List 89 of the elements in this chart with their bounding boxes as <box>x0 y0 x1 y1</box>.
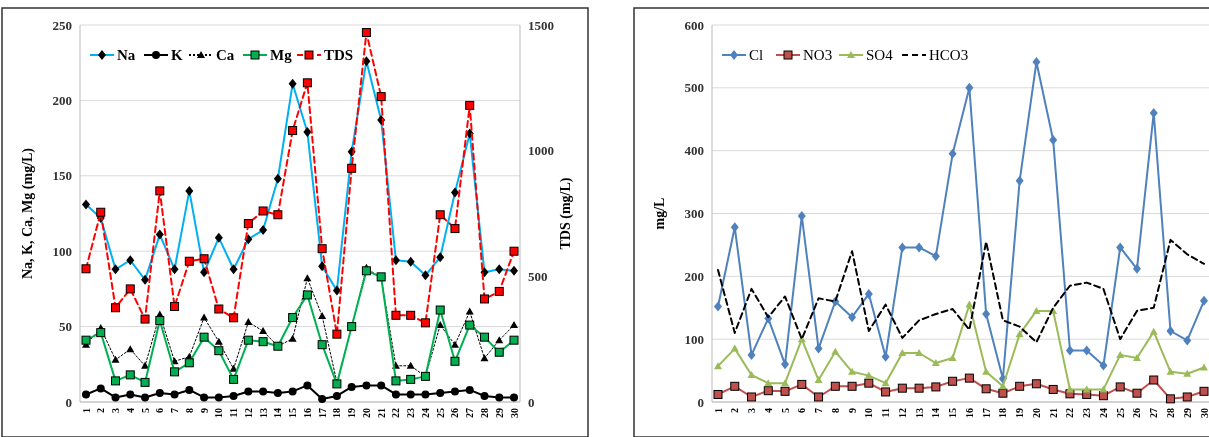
legend-label: Mg <box>270 47 293 64</box>
x-tick-label: 18 <box>997 408 1009 418</box>
x-tick-label: 15 <box>287 408 299 418</box>
x-tick-label: 2 <box>95 408 107 413</box>
x-tick-label: 16 <box>963 408 975 418</box>
y-tick-label: 200 <box>52 92 72 108</box>
x-tick-label: 13 <box>257 408 269 418</box>
x-tick-label: 18 <box>331 408 343 418</box>
y-tick-label: 0 <box>697 394 704 410</box>
legend-label: Na <box>117 47 136 64</box>
x-tick-label: 10 <box>863 408 875 418</box>
x-tick-label: 22 <box>390 408 402 418</box>
x-tick-label: 1 <box>712 408 724 413</box>
x-tick-label: 14 <box>930 408 942 418</box>
x-tick-label: 10 <box>213 408 225 418</box>
x-tick-label: 28 <box>1164 408 1176 418</box>
legend-label: HCO3 <box>929 47 969 64</box>
legend-label: TDS <box>324 47 354 64</box>
y2-tick-label: 0 <box>528 394 535 410</box>
x-tick-label: 13 <box>913 408 925 418</box>
x-tick-label: 16 <box>301 408 313 418</box>
y-tick-label: 100 <box>52 243 72 259</box>
x-tick-label: 4 <box>762 408 774 413</box>
x-tick-label: 30 <box>1198 408 1209 418</box>
x-tick-label: 1 <box>80 408 92 413</box>
x-tick-label: 26 <box>449 408 461 418</box>
x-tick-label: 17 <box>316 408 328 418</box>
x-tick-label: 12 <box>896 408 908 418</box>
x-tick-label: 3 <box>746 408 758 413</box>
x-tick-label: 5 <box>139 408 151 413</box>
x-tick-label: 20 <box>360 408 372 418</box>
x-tick-label: 11 <box>880 408 892 418</box>
x-tick-label: 29 <box>1181 408 1193 418</box>
y-tick-label: 100 <box>684 331 704 347</box>
y-axis-title: Na, K, Ca, Mg (mg/L) <box>20 147 36 280</box>
x-tick-label: 2 <box>729 408 741 413</box>
x-tick-label: 6 <box>796 408 808 413</box>
x-tick-label: 24 <box>1097 408 1109 418</box>
x-tick-label: 8 <box>829 408 841 413</box>
legend-label: Cl <box>749 47 764 64</box>
x-tick-label: 7 <box>813 408 825 413</box>
x-tick-label: 5 <box>779 408 791 413</box>
x-tick-label: 19 <box>1014 408 1026 418</box>
y2-tick-label: 1000 <box>528 143 554 159</box>
x-tick-label: 9 <box>198 408 210 413</box>
y2-tick-label: 1500 <box>528 17 554 33</box>
y-axis-title: mg/L <box>652 197 667 230</box>
y-tick-label: 250 <box>52 17 72 33</box>
x-tick-label: 12 <box>242 408 254 418</box>
y-tick-label: 200 <box>684 268 704 284</box>
x-tick-label: 27 <box>1148 408 1160 418</box>
y2-axis-title: TDS (mg/L) <box>558 177 574 250</box>
x-tick-label: 20 <box>1030 408 1042 418</box>
x-tick-label: 25 <box>434 408 446 418</box>
x-tick-label: 17 <box>980 408 992 418</box>
x-tick-label: 26 <box>1131 408 1143 418</box>
x-tick-label: 21 <box>375 408 387 418</box>
x-tick-label: 6 <box>154 408 166 413</box>
x-tick-label: 22 <box>1064 408 1076 418</box>
x-tick-label: 8 <box>183 408 195 413</box>
x-tick-label: 30 <box>508 408 520 418</box>
x-tick-label: 3 <box>110 408 122 413</box>
x-tick-label: 23 <box>405 408 417 418</box>
x-tick-label: 19 <box>346 408 358 418</box>
x-tick-label: 28 <box>478 408 490 418</box>
y2-tick-label: 500 <box>528 268 548 284</box>
x-tick-label: 14 <box>272 408 284 418</box>
x-tick-label: 9 <box>846 408 858 413</box>
y-tick-label: 300 <box>684 206 704 222</box>
legend-label: Ca <box>216 47 235 64</box>
x-tick-label: 11 <box>228 408 240 418</box>
x-tick-label: 15 <box>947 408 959 418</box>
y-tick-label: 50 <box>59 319 72 335</box>
x-tick-label: 24 <box>419 408 431 418</box>
x-tick-label: 29 <box>493 408 505 418</box>
y-tick-label: 600 <box>684 17 704 33</box>
legend-label: K <box>171 47 183 64</box>
y-tick-label: 500 <box>684 80 704 96</box>
x-tick-label: 21 <box>1047 408 1059 418</box>
x-tick-label: 7 <box>169 408 181 413</box>
x-tick-label: 25 <box>1114 408 1126 418</box>
y-tick-label: 400 <box>684 143 704 159</box>
legend-label: SO4 <box>866 47 894 64</box>
y-tick-label: 150 <box>52 168 72 184</box>
x-tick-label: 23 <box>1081 408 1093 418</box>
x-tick-label: 27 <box>464 408 476 418</box>
legend-label: NO3 <box>803 47 833 64</box>
x-tick-label: 4 <box>124 408 136 413</box>
y-tick-label: 0 <box>65 394 72 410</box>
